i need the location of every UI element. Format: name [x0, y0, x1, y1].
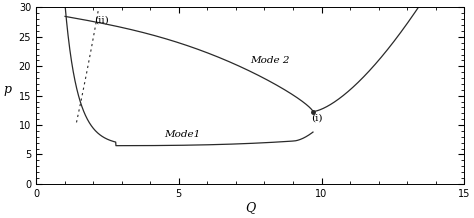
Text: (i): (i)	[311, 113, 323, 122]
Text: Mode 2: Mode 2	[250, 56, 290, 65]
Text: (ii): (ii)	[94, 15, 109, 24]
Text: Mode1: Mode1	[164, 130, 201, 139]
Y-axis label: p: p	[3, 83, 11, 96]
X-axis label: Q: Q	[245, 201, 255, 215]
